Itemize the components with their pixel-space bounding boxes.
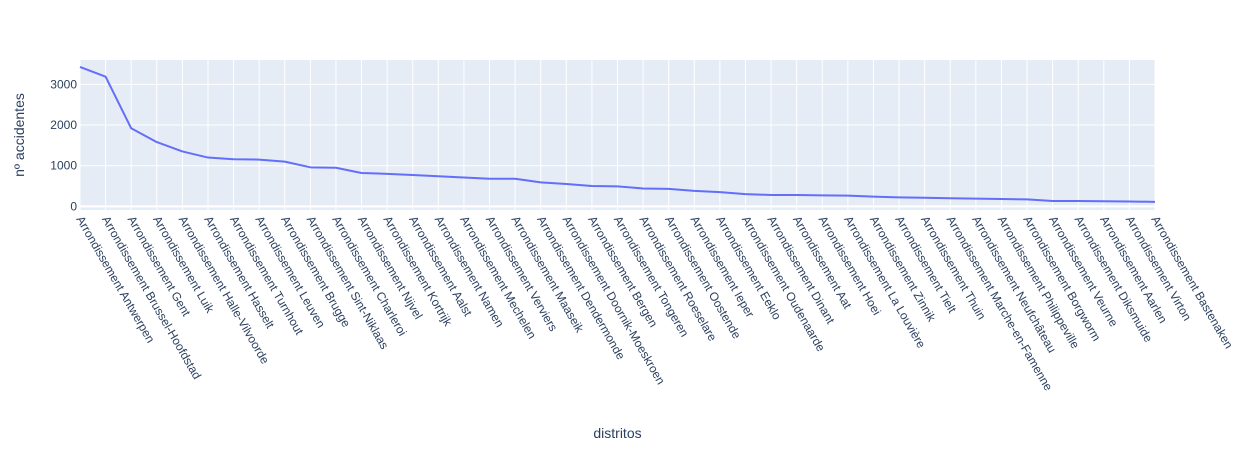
y-tick-label: 1000 [50,159,77,173]
y-tick-label: 0 [70,199,77,213]
y-tick-label: 2000 [50,118,77,132]
series-line [79,65,1156,203]
y-axis-title: nº accidentes [11,93,27,177]
x-axis-title: distritos [593,425,641,441]
y-axis-ticks: 0 1000 2000 3000 [50,77,77,213]
grid-lines [79,60,1156,210]
y-tick-label: 3000 [50,77,77,91]
